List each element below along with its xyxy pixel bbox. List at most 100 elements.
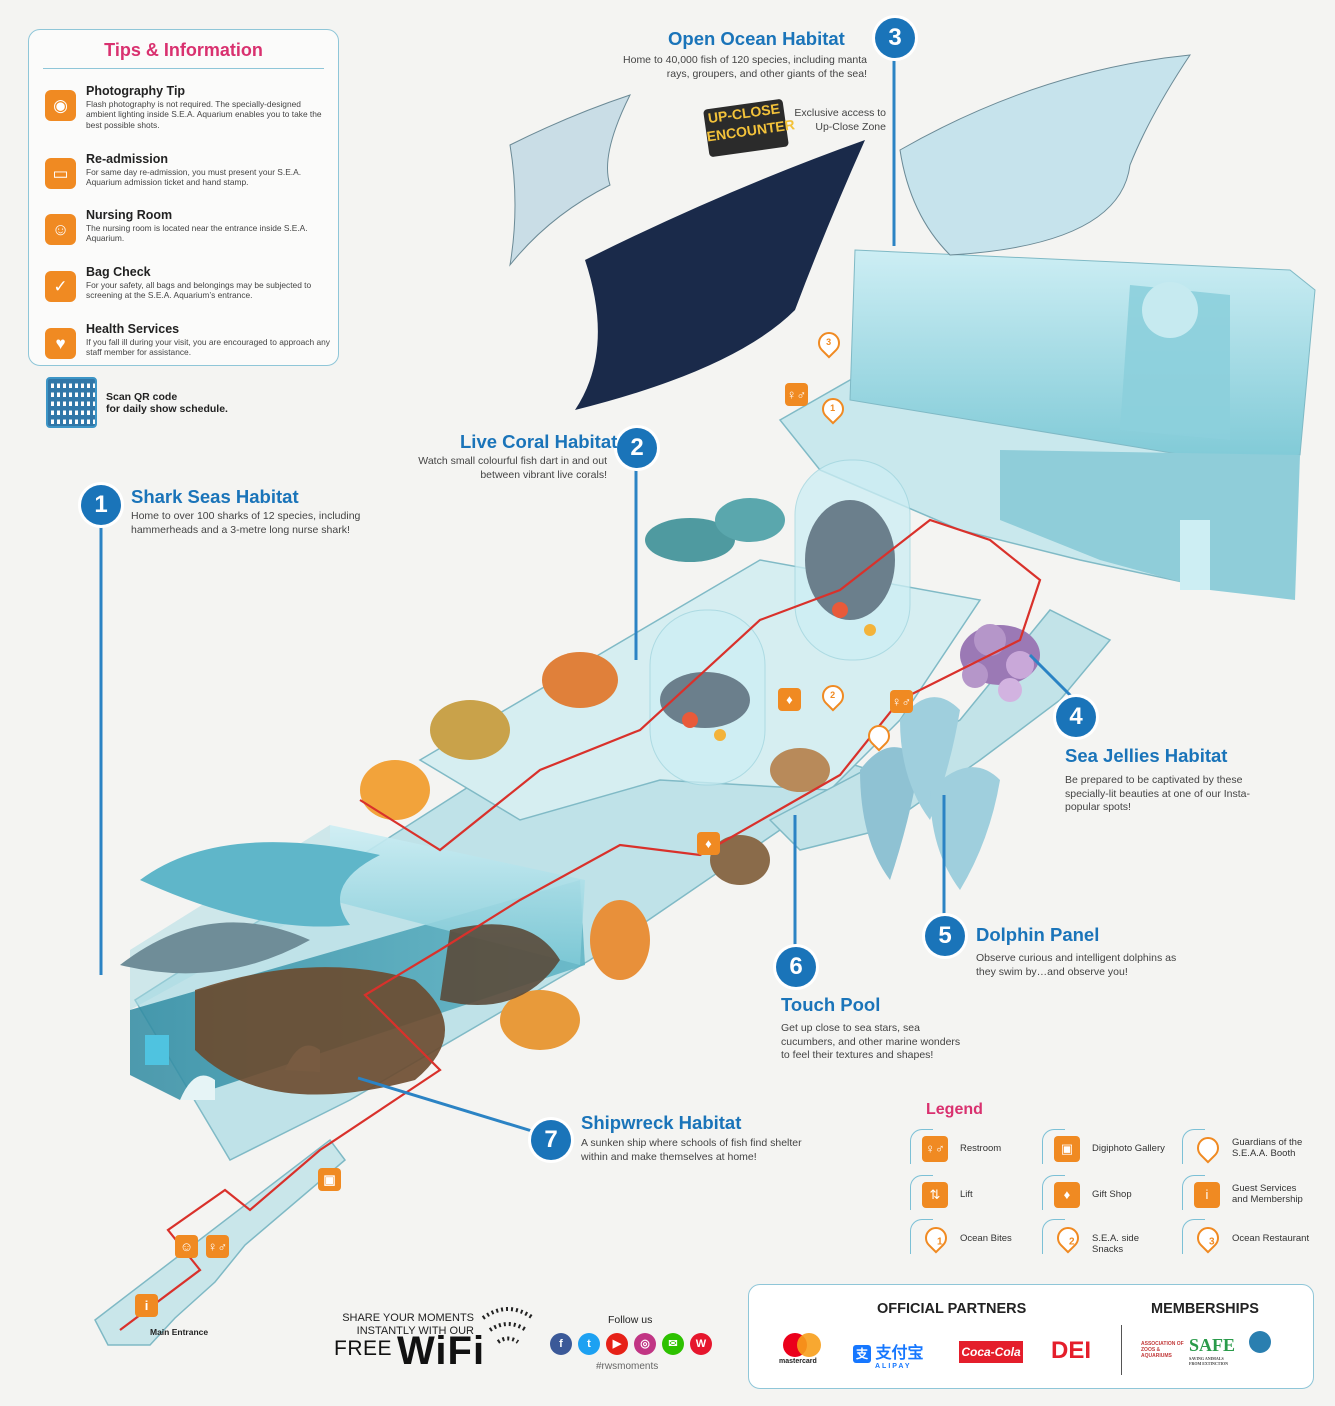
restroom-marker-2[interactable]: ♀♂ xyxy=(890,690,913,713)
safe-tagline: SAVING ANIMALS FROM EXTINCTION xyxy=(1189,1356,1229,1366)
restroom-marker[interactable]: ♀♂ xyxy=(206,1235,229,1258)
habitat-7-number[interactable]: 7 xyxy=(531,1120,571,1160)
alipay-chinese: 支付宝 xyxy=(875,1345,924,1362)
mastercard-logo: mastercard xyxy=(779,1333,827,1365)
wifi-line1: SHARE YOUR MOMENTS xyxy=(342,1312,474,1324)
tip-text: If you fall ill during your visit, you a… xyxy=(86,337,330,358)
legend-label: Ocean Bites xyxy=(960,1233,1012,1244)
tip-text: The nursing room is located near the ent… xyxy=(86,223,308,244)
habitat-5-name[interactable]: Dolphin Panel xyxy=(976,924,1100,945)
digiphoto-gallery-marker[interactable]: ▣ xyxy=(318,1168,341,1191)
legend-item-guest-services: i Guest Services and Membership xyxy=(1182,1175,1310,1213)
lift-icon: ⇅ xyxy=(922,1182,948,1208)
up-close-text: Exclusive access to Up-Close Zone xyxy=(794,107,886,133)
facebook-icon[interactable]: f xyxy=(550,1333,572,1355)
legend-label: Guest Services and Membership xyxy=(1232,1183,1303,1205)
partners-box: OFFICIAL PARTNERS MEMBERSHIPS mastercard… xyxy=(748,1284,1314,1389)
aza-logo: ASSOCIATION OF ZOOS & AQUARIUMS xyxy=(1141,1341,1184,1359)
qr-caption: Scan QR code for daily show schedule. xyxy=(106,391,266,415)
habitat-7-name[interactable]: Shipwreck Habitat xyxy=(581,1112,742,1133)
health-services-icon: ♥ xyxy=(45,328,76,359)
qr-code[interactable] xyxy=(46,377,97,428)
instagram-icon[interactable]: ◎ xyxy=(634,1333,656,1355)
habitat-5-number[interactable]: 5 xyxy=(925,916,965,956)
partners-divider xyxy=(1121,1325,1122,1375)
qr-caption-line2: for daily show schedule. xyxy=(106,403,228,415)
tip-readmission: ▭ Re-admission For same day re-admission… xyxy=(43,152,333,204)
legend-item-digiphoto: ▣ Digiphoto Gallery xyxy=(1042,1129,1170,1167)
twitter-icon[interactable]: t xyxy=(578,1333,600,1355)
memberships-title: MEMBERSHIPS xyxy=(1151,1301,1259,1317)
habitat-4-pointer xyxy=(1028,653,1077,702)
habitat-7-desc: A sunken ship where schools of fish find… xyxy=(581,1137,802,1163)
qr-caption-line1: Scan QR code xyxy=(106,391,178,403)
digiphoto-gallery-icon: ▣ xyxy=(1054,1136,1080,1162)
legend-item-ocean-restaurant: 3 Ocean Restaurant xyxy=(1182,1219,1310,1257)
tips-title: Tips & Information xyxy=(104,40,263,60)
visitor-route xyxy=(119,518,1042,1331)
tip-text: For your safety, all bags and belongings… xyxy=(86,280,312,301)
legend-label: Restroom xyxy=(960,1143,1002,1154)
tip-title: Bag Check xyxy=(86,265,151,279)
wifi-line2: INSTANTLY WITH OUR xyxy=(356,1325,474,1337)
mastercard-text: mastercard xyxy=(779,1358,817,1365)
gift-shop-marker[interactable]: ♦ xyxy=(697,832,720,855)
habitat-1-name[interactable]: Shark Seas Habitat xyxy=(131,486,299,507)
legend-item-ocean-bites: 1 Ocean Bites xyxy=(910,1219,1038,1257)
tip-bag-check: ✓ Bag Check For your safety, all bags an… xyxy=(43,265,333,317)
habitat-2-name[interactable]: Live Coral Habitat xyxy=(460,431,618,452)
habitat-6-number[interactable]: 6 xyxy=(776,947,816,987)
dolphins xyxy=(860,697,1000,890)
guest-services-icon: i xyxy=(1194,1182,1220,1208)
ocean-restaurant-number: 3 xyxy=(1209,1236,1215,1248)
tips-divider xyxy=(43,68,324,69)
legend-label: Gift Shop xyxy=(1092,1189,1132,1200)
legend-item-restroom: ♀♂ Restroom xyxy=(910,1129,1038,1167)
sharks-and-wreck xyxy=(120,842,560,1095)
manta-rays xyxy=(509,54,1192,410)
coral-cylinders xyxy=(649,459,911,786)
re-admission-sign-icon: ▭ xyxy=(45,158,76,189)
legend-item-gift-shop: ♦ Gift Shop xyxy=(1042,1175,1170,1213)
tip-nursing-room: ☺ Nursing Room The nursing room is locat… xyxy=(43,208,333,260)
legend-title: Legend xyxy=(926,1101,983,1118)
main-entrance-label: Main Entrance xyxy=(150,1327,209,1337)
wifi-tagline: SHARE YOUR MOMENTS INSTANTLY WITH OUR xyxy=(336,1312,474,1338)
habitat-5-desc: Observe curious and intelligent dolphins… xyxy=(976,952,1177,978)
habitat-3-number[interactable]: 3 xyxy=(875,18,915,58)
gift-shop-marker-2[interactable]: ♦ xyxy=(778,688,801,711)
tip-title: Photography Tip xyxy=(86,84,186,98)
weibo-icon[interactable]: W xyxy=(690,1333,712,1355)
legend-label: S.E.A. side Snacks xyxy=(1092,1233,1139,1255)
guest-services-marker[interactable]: i xyxy=(135,1294,158,1317)
gift-shop-icon: ♦ xyxy=(1054,1182,1080,1208)
follow-us-label: Follow us xyxy=(608,1314,653,1326)
nursing-room-marker[interactable]: ☺ xyxy=(175,1235,198,1258)
tip-title: Health Services xyxy=(86,322,180,336)
habitat-3-name[interactable]: Open Ocean Habitat xyxy=(668,28,845,49)
youtube-icon[interactable]: ▶ xyxy=(606,1333,628,1355)
ocean-bites-number: 1 xyxy=(937,1236,943,1248)
wifi-icon xyxy=(481,1307,535,1344)
safe-text: SAFE xyxy=(1189,1335,1236,1355)
habitat-2-number[interactable]: 2 xyxy=(617,428,657,468)
tip-title: Re-admission xyxy=(86,152,168,166)
habitat-4-number[interactable]: 4 xyxy=(1056,697,1096,737)
habitat-1-number[interactable]: 1 xyxy=(81,485,121,525)
restroom-icon: ♀♂ xyxy=(922,1136,948,1162)
habitat-7-pointer xyxy=(357,1076,546,1137)
legend-label: Ocean Restaurant xyxy=(1232,1233,1310,1244)
tip-text: For same day re-admission, you must pres… xyxy=(86,167,302,188)
sea-jellies xyxy=(962,624,1034,702)
tip-title: Nursing Room xyxy=(86,208,173,222)
legend-label: Guardians of the S.E.A.A. Booth xyxy=(1232,1137,1303,1159)
habitat-6-name[interactable]: Touch Pool xyxy=(781,994,881,1015)
membership-logo-3 xyxy=(1249,1331,1271,1353)
open-ocean-tank xyxy=(849,249,1316,600)
habitat-4-name[interactable]: Sea Jellies Habitat xyxy=(1065,745,1228,766)
habitat-1-desc: Home to over 100 sharks of 12 species, i… xyxy=(131,510,361,536)
legend-item-lift: ⇅ Lift xyxy=(910,1175,1038,1213)
restroom-marker-3[interactable]: ♀♂ xyxy=(785,383,808,406)
wechat-icon[interactable]: ✉ xyxy=(662,1333,684,1355)
